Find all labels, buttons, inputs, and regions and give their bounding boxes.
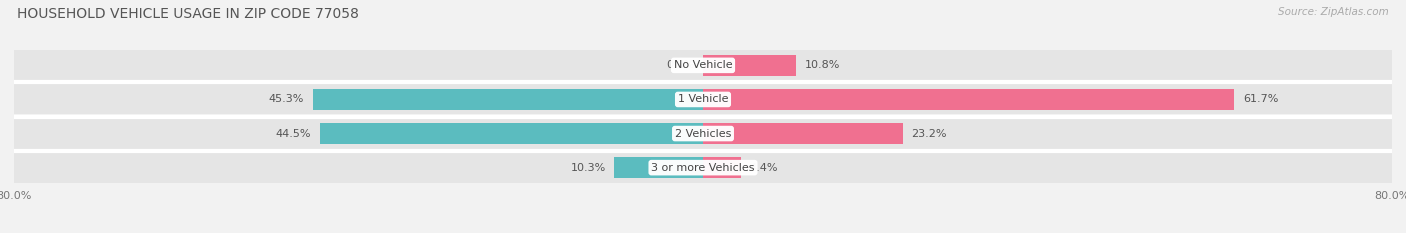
Bar: [703, 157, 741, 178]
Bar: [614, 157, 703, 178]
Bar: [14, 84, 1392, 114]
Legend: Owner-occupied, Renter-occupied: Owner-occupied, Renter-occupied: [575, 231, 831, 233]
Bar: [14, 119, 1392, 149]
Text: 3 or more Vehicles: 3 or more Vehicles: [651, 163, 755, 173]
Bar: [314, 89, 703, 110]
Text: 61.7%: 61.7%: [1243, 94, 1278, 104]
Text: 10.3%: 10.3%: [571, 163, 606, 173]
Text: No Vehicle: No Vehicle: [673, 60, 733, 70]
Bar: [703, 123, 903, 144]
Bar: [319, 123, 703, 144]
Bar: [703, 55, 796, 76]
Bar: [14, 153, 1392, 183]
Text: 10.8%: 10.8%: [804, 60, 839, 70]
Bar: [703, 89, 1234, 110]
Text: 0.0%: 0.0%: [666, 60, 695, 70]
Text: 4.4%: 4.4%: [749, 163, 778, 173]
Text: 44.5%: 44.5%: [276, 129, 311, 139]
Text: 2 Vehicles: 2 Vehicles: [675, 129, 731, 139]
Text: Source: ZipAtlas.com: Source: ZipAtlas.com: [1278, 7, 1389, 17]
Text: 1 Vehicle: 1 Vehicle: [678, 94, 728, 104]
Text: 23.2%: 23.2%: [911, 129, 946, 139]
Text: 45.3%: 45.3%: [269, 94, 304, 104]
Text: HOUSEHOLD VEHICLE USAGE IN ZIP CODE 77058: HOUSEHOLD VEHICLE USAGE IN ZIP CODE 7705…: [17, 7, 359, 21]
Bar: [14, 50, 1392, 80]
